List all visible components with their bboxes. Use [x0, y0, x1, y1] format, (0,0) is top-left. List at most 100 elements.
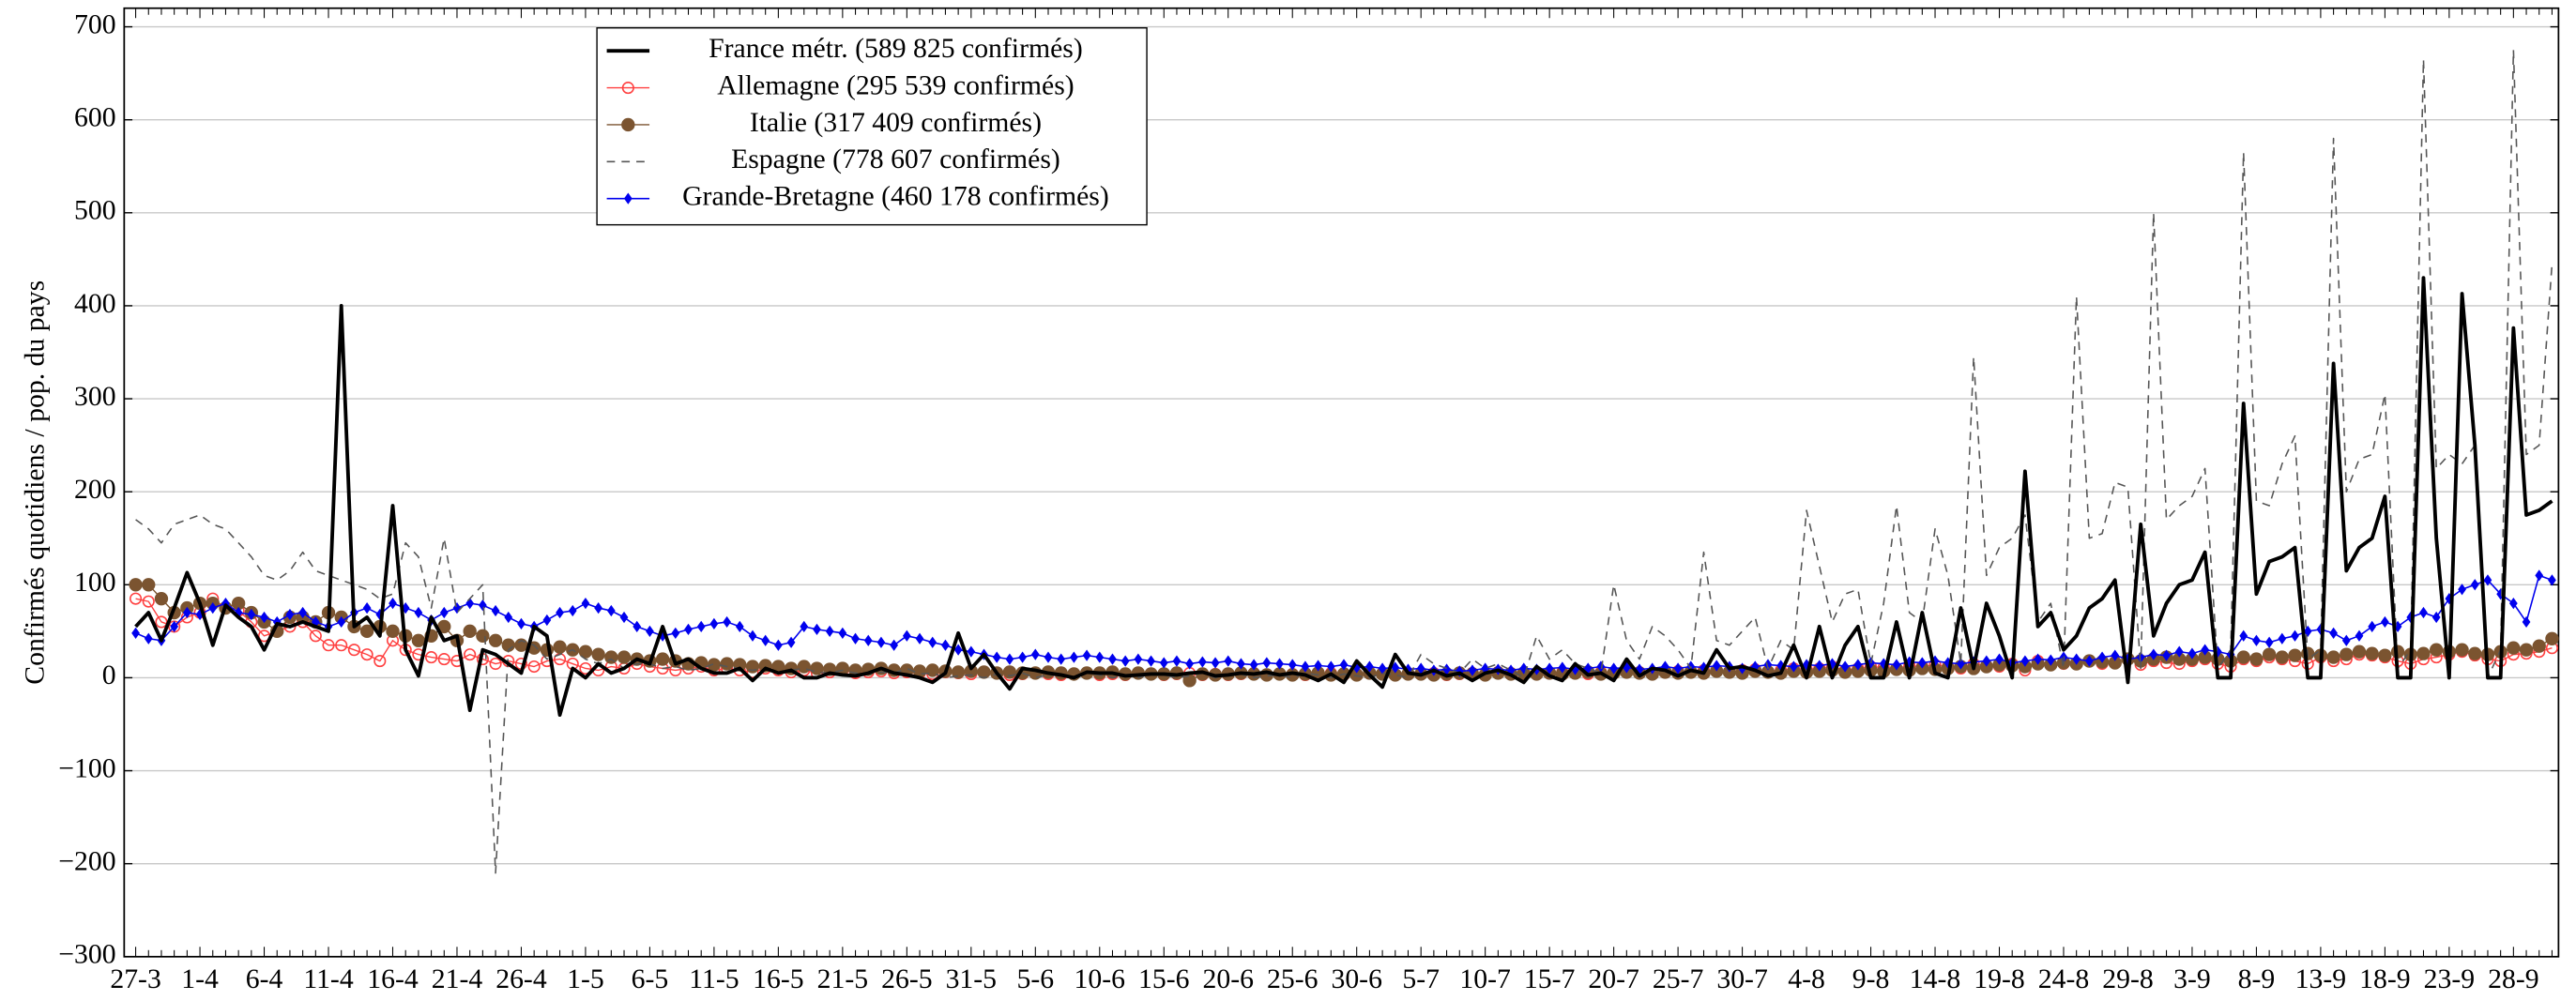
- data-point: [2264, 636, 2274, 648]
- y-tick-label: −100: [58, 753, 115, 783]
- data-point: [709, 617, 719, 630]
- data-point: [309, 629, 322, 643]
- data-point: [131, 627, 140, 639]
- data-point: [182, 606, 191, 619]
- legend-label: Grande-Bretagne (460 178 confirmés): [682, 181, 1109, 211]
- x-tick-label: 19-8: [1974, 964, 2024, 994]
- data-point: [825, 625, 834, 637]
- data-point: [2034, 653, 2042, 665]
- data-point: [735, 620, 744, 633]
- x-tick-label: 9-8: [1852, 964, 1890, 994]
- data-point: [1982, 655, 1991, 667]
- data-point: [130, 592, 143, 605]
- data-point: [2507, 641, 2521, 655]
- data-point: [1995, 653, 2004, 665]
- data-point: [684, 623, 693, 635]
- data-point: [142, 595, 155, 608]
- data-point: [619, 611, 629, 624]
- data-point: [890, 639, 899, 651]
- data-point: [813, 623, 821, 635]
- data-point: [696, 620, 706, 633]
- data-point: [425, 651, 438, 664]
- data-point: [941, 639, 950, 651]
- y-tick-label: 600: [74, 103, 116, 133]
- x-tick-label: 18-9: [2359, 964, 2410, 994]
- data-point: [2020, 655, 2030, 667]
- x-tick-label: 23-9: [2424, 964, 2475, 994]
- x-tick-label: 21-5: [817, 964, 868, 994]
- data-point: [594, 601, 603, 614]
- data-point: [953, 644, 963, 656]
- data-point: [142, 578, 156, 592]
- data-point: [1108, 653, 1117, 665]
- data-point: [797, 660, 811, 674]
- data-point: [2368, 620, 2377, 633]
- y-tick-label: 200: [74, 475, 116, 505]
- x-tick-label: 27-3: [110, 964, 160, 994]
- data-point: [2329, 627, 2338, 639]
- data-point: [992, 651, 1001, 663]
- y-tick-label: 700: [74, 9, 116, 39]
- data-point: [925, 663, 939, 677]
- data-point: [1030, 648, 1040, 660]
- data-point: [504, 611, 513, 624]
- x-tick-label: 25-7: [1653, 964, 1703, 994]
- x-tick-label: 24-8: [2038, 964, 2089, 994]
- data-point: [1018, 651, 1027, 663]
- data-point: [761, 634, 770, 646]
- x-tick-label: 29-8: [2102, 964, 2153, 994]
- data-point: [437, 653, 450, 666]
- data-point: [2545, 631, 2559, 645]
- data-point: [1057, 653, 1066, 665]
- x-tick-label: 5-6: [1016, 964, 1054, 994]
- x-tick-label: 1-5: [567, 964, 604, 994]
- x-tick-label: 28-9: [2488, 964, 2538, 994]
- x-tick-label: 10-6: [1075, 964, 1125, 994]
- data-point: [1120, 655, 1130, 667]
- x-tick-label: 11-5: [689, 964, 739, 994]
- data-point: [2340, 647, 2354, 661]
- data-point: [1609, 662, 1618, 675]
- data-point: [1070, 651, 1078, 663]
- x-tick-label: 3-9: [2173, 964, 2211, 994]
- data-point: [1159, 657, 1168, 669]
- x-tick-label: 15-7: [1524, 964, 1575, 994]
- x-tick-label: 14-8: [1910, 964, 1960, 994]
- data-point: [463, 624, 477, 639]
- data-point: [1211, 657, 1220, 669]
- data-point: [2303, 625, 2312, 637]
- data-point: [591, 647, 605, 661]
- data-point: [2136, 651, 2145, 663]
- data-point: [2355, 629, 2364, 642]
- data-point: [411, 633, 426, 647]
- data-point: [1853, 659, 1863, 671]
- data-point: [464, 648, 477, 661]
- y-tick-label: 0: [102, 660, 116, 690]
- data-point: [154, 591, 169, 606]
- x-tick-label: 25-6: [1267, 964, 1318, 994]
- data-point: [360, 648, 373, 661]
- data-point: [1082, 649, 1091, 661]
- data-point: [389, 597, 397, 610]
- x-tick-label: 30-6: [1331, 964, 1381, 994]
- data-point: [720, 657, 734, 671]
- data-point: [2097, 651, 2107, 663]
- data-point: [1763, 659, 1773, 671]
- data-point: [2430, 643, 2444, 657]
- data-point: [2381, 615, 2389, 629]
- series: [135, 49, 2553, 874]
- data-point: [2352, 645, 2367, 659]
- data-point: [2455, 643, 2469, 657]
- x-tick-label: 8-9: [2238, 964, 2276, 994]
- x-tick-label: 31-5: [946, 964, 997, 994]
- series: [129, 578, 2559, 688]
- x-tick-label: 21-4: [432, 964, 483, 994]
- data-point: [144, 632, 153, 645]
- data-point: [1147, 655, 1155, 667]
- data-point: [578, 645, 593, 659]
- data-point: [322, 639, 335, 652]
- data-point: [2239, 629, 2248, 642]
- x-tick-label: 26-4: [495, 964, 547, 994]
- data-point: [2291, 629, 2299, 642]
